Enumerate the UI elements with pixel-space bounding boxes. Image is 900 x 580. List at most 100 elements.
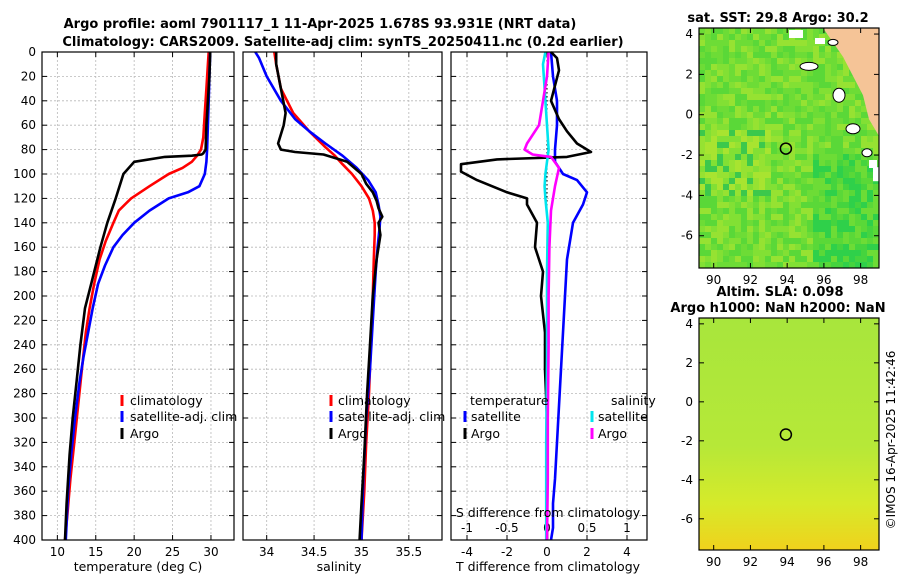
sst-cell [819, 172, 825, 178]
lat-tick-label: 0 [685, 395, 693, 409]
sst-cell [837, 214, 843, 220]
sst-cell [699, 160, 705, 166]
sst-cell [729, 76, 735, 82]
sst-cell [699, 250, 705, 256]
sst-cell [753, 238, 759, 244]
sst-cell [813, 172, 819, 178]
sst-cell [699, 202, 705, 208]
sst-cell [777, 178, 783, 184]
sst-cell [771, 184, 777, 190]
sst-cell [873, 148, 879, 154]
sst-cell [735, 178, 741, 184]
sst-cell [759, 166, 765, 172]
sst-cell [705, 238, 711, 244]
sst-cell [723, 52, 729, 58]
sst-cell [831, 202, 837, 208]
sst-cell [867, 226, 873, 232]
sst-cell [861, 160, 867, 166]
sst-cell [861, 196, 867, 202]
sst-cell [759, 88, 765, 94]
sst-cell [813, 100, 819, 106]
sst-cell [777, 88, 783, 94]
sst-cell [813, 256, 819, 262]
sst-cell [741, 184, 747, 190]
sst-cell [699, 130, 705, 136]
sst-cell [795, 142, 801, 148]
x-tick-label: 15 [88, 545, 103, 559]
sst-cell [837, 238, 843, 244]
sst-cell [759, 172, 765, 178]
sst-cell [807, 256, 813, 262]
sst-cell [801, 130, 807, 136]
sst-cell [759, 52, 765, 58]
lon-tick-label: 92 [743, 555, 758, 569]
depth-tick-label: 100 [13, 167, 36, 181]
depth-tick-label: 380 [13, 509, 36, 523]
imos-timestamp: ©IMOS 16-Apr-2025 11:42:46 [884, 351, 898, 530]
sst-cell [795, 70, 801, 76]
sst-cell [783, 64, 789, 70]
sst-cell [837, 52, 843, 58]
sst-cell [765, 154, 771, 160]
sst-cell [873, 220, 879, 226]
sst-cell [777, 34, 783, 40]
sst-cell [777, 136, 783, 142]
lat-tick-label: 4 [685, 27, 693, 41]
salinity-legend: climatology satellite-adj. clim Argo [329, 393, 445, 441]
sst-cell [861, 178, 867, 184]
sst-cell [777, 52, 783, 58]
sst-cell [807, 202, 813, 208]
sst-cell [699, 136, 705, 142]
sst-cell [825, 118, 831, 124]
sst-cell [819, 52, 825, 58]
sst-cell [759, 136, 765, 142]
sst-cell [801, 220, 807, 226]
sst-cell [783, 124, 789, 130]
sst-cell [843, 118, 849, 124]
sst-cell [849, 202, 855, 208]
sst-cell [753, 58, 759, 64]
sst-cell [729, 52, 735, 58]
sst-cell [735, 40, 741, 46]
sst-cell [699, 88, 705, 94]
sst-cell [789, 166, 795, 172]
sst-cell [717, 130, 723, 136]
sst-cell [723, 40, 729, 46]
sst-cell [741, 58, 747, 64]
sst-cell [825, 244, 831, 250]
sst-cell [789, 136, 795, 142]
sst-cell [783, 190, 789, 196]
sst-cell [759, 196, 765, 202]
sst-cell [801, 232, 807, 238]
sst-cell [795, 220, 801, 226]
sst-cell [717, 136, 723, 142]
plot-frame [41, 51, 235, 541]
sst-cell [837, 154, 843, 160]
sst-cell [747, 148, 753, 154]
sst-cell [849, 250, 855, 256]
sst-cell [855, 244, 861, 250]
sst-cell [759, 190, 765, 196]
sst-cell [705, 262, 711, 268]
sst-cell [723, 202, 729, 208]
sst-cell [789, 82, 795, 88]
sst-cell [849, 256, 855, 262]
sst-cell [717, 214, 723, 220]
sst-cell [813, 112, 819, 118]
sst-cell [777, 100, 783, 106]
sst-cell [825, 34, 831, 40]
sst-cell [831, 100, 837, 106]
sst-cell [813, 124, 819, 130]
sst-cell [741, 136, 747, 142]
sst-cell [741, 142, 747, 148]
sst-cell [705, 196, 711, 202]
sst-cell [831, 106, 837, 112]
sst-cell [741, 52, 747, 58]
sst-cell [765, 70, 771, 76]
sst-cell [711, 196, 717, 202]
sst-cell [837, 178, 843, 184]
depth-tick-label: 120 [13, 191, 36, 205]
sst-cell [771, 40, 777, 46]
sst-cell [831, 64, 837, 70]
sst-cell [861, 166, 867, 172]
